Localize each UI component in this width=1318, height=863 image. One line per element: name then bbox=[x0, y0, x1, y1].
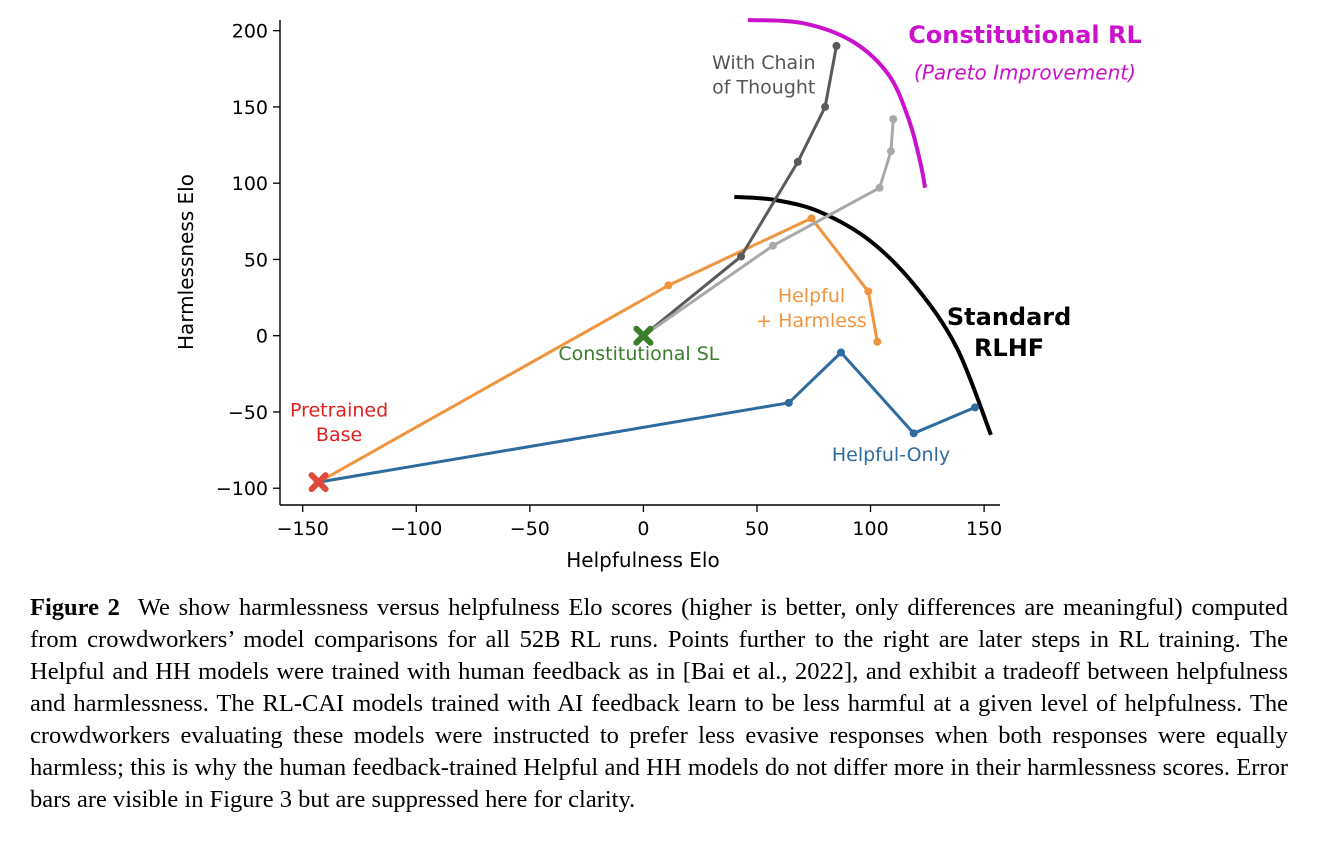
x-marker-pretrained bbox=[308, 472, 329, 493]
y-tick-label: 100 bbox=[232, 173, 268, 195]
x-tick-label: 150 bbox=[966, 518, 1002, 540]
data-point-helpful_only bbox=[971, 403, 980, 412]
x-tick-label: 50 bbox=[745, 518, 769, 540]
x-axis-title: Helpfulness Elo bbox=[566, 548, 719, 572]
x-tick-label: −100 bbox=[390, 518, 442, 540]
data-point-cai_rl bbox=[875, 183, 884, 192]
data-point-cot bbox=[832, 41, 841, 50]
y-axis-title: Harmlessness Elo bbox=[174, 174, 198, 350]
annotation-ho_label: Helpful-Only bbox=[832, 444, 950, 466]
y-tick-label: 150 bbox=[232, 97, 268, 119]
data-point-cai_rl bbox=[886, 147, 895, 156]
frontier-constitutional_rl bbox=[747, 18, 928, 189]
data-point-helpful_harmless bbox=[864, 287, 873, 296]
data-point-helpful_only bbox=[837, 348, 846, 357]
harmlessness-vs-helpfulness-chart: −150 −100 −50 0 50 100 150−100−50050100150200 … bbox=[174, 18, 1142, 572]
y-tick-label: −100 bbox=[216, 478, 268, 500]
annotation-pt_label: Base bbox=[316, 424, 362, 446]
x-tick-label: −150 bbox=[277, 518, 329, 540]
annotation-pareto_label: (Pareto Improvement) bbox=[914, 60, 1136, 84]
figure-label: Figure 2 bbox=[30, 594, 120, 621]
x-tick-label: 0 bbox=[637, 518, 649, 540]
x-marker-stroke bbox=[633, 325, 654, 346]
annotation-hh_label: + Harmless bbox=[756, 310, 867, 332]
data-point-helpful_harmless bbox=[664, 281, 673, 290]
data-point-cai_rl bbox=[768, 241, 777, 250]
figure-caption: Figure 2 We show harmlessness versus help… bbox=[30, 592, 1288, 816]
annotation-sl_label: Constitutional SL bbox=[558, 343, 719, 365]
annotation-hh_label: Helpful bbox=[778, 285, 845, 307]
y-tick-label: −50 bbox=[228, 402, 268, 424]
y-tick-label: 0 bbox=[256, 326, 268, 348]
annotation-cot_label: of Thought bbox=[712, 77, 815, 99]
data-point-helpful_harmless bbox=[807, 214, 816, 223]
series-lines bbox=[314, 41, 980, 487]
annotation-rlhf_label: RLHF bbox=[974, 334, 1044, 362]
data-point-cot bbox=[821, 102, 830, 111]
annotation-pt_label: Pretrained bbox=[290, 400, 388, 422]
annotations: With Chain of Thought Helpful + Harmless Con… bbox=[290, 21, 1142, 466]
data-point-cot bbox=[737, 252, 746, 261]
annotation-cairl_label: Constitutional RL bbox=[908, 21, 1142, 49]
annotation-rlhf_label: Standard bbox=[947, 303, 1071, 331]
data-point-cot bbox=[793, 157, 802, 166]
x-tick-label: 100 bbox=[852, 518, 888, 540]
annotation-cot_label: With Chain bbox=[712, 52, 815, 74]
series-line-cai_rl bbox=[642, 119, 895, 337]
data-point-helpful_only bbox=[784, 398, 793, 407]
y-tick-label: 50 bbox=[244, 249, 268, 271]
start-markers bbox=[308, 325, 654, 493]
y-tick-label: 200 bbox=[232, 21, 268, 43]
data-point-helpful_harmless bbox=[873, 337, 882, 346]
data-point-helpful_only bbox=[909, 429, 918, 438]
x-tick-label: −50 bbox=[510, 518, 550, 540]
x-marker-constitutional_sl bbox=[633, 325, 654, 346]
axes: −150 −100 −50 0 50 100 150 −100 −50 0 50 100 150 200 bbox=[216, 20, 1002, 540]
caption-text: We show harmlessness versus helpfulness … bbox=[30, 594, 1288, 813]
x-marker-stroke bbox=[308, 472, 329, 493]
data-point-cai_rl bbox=[889, 115, 898, 124]
